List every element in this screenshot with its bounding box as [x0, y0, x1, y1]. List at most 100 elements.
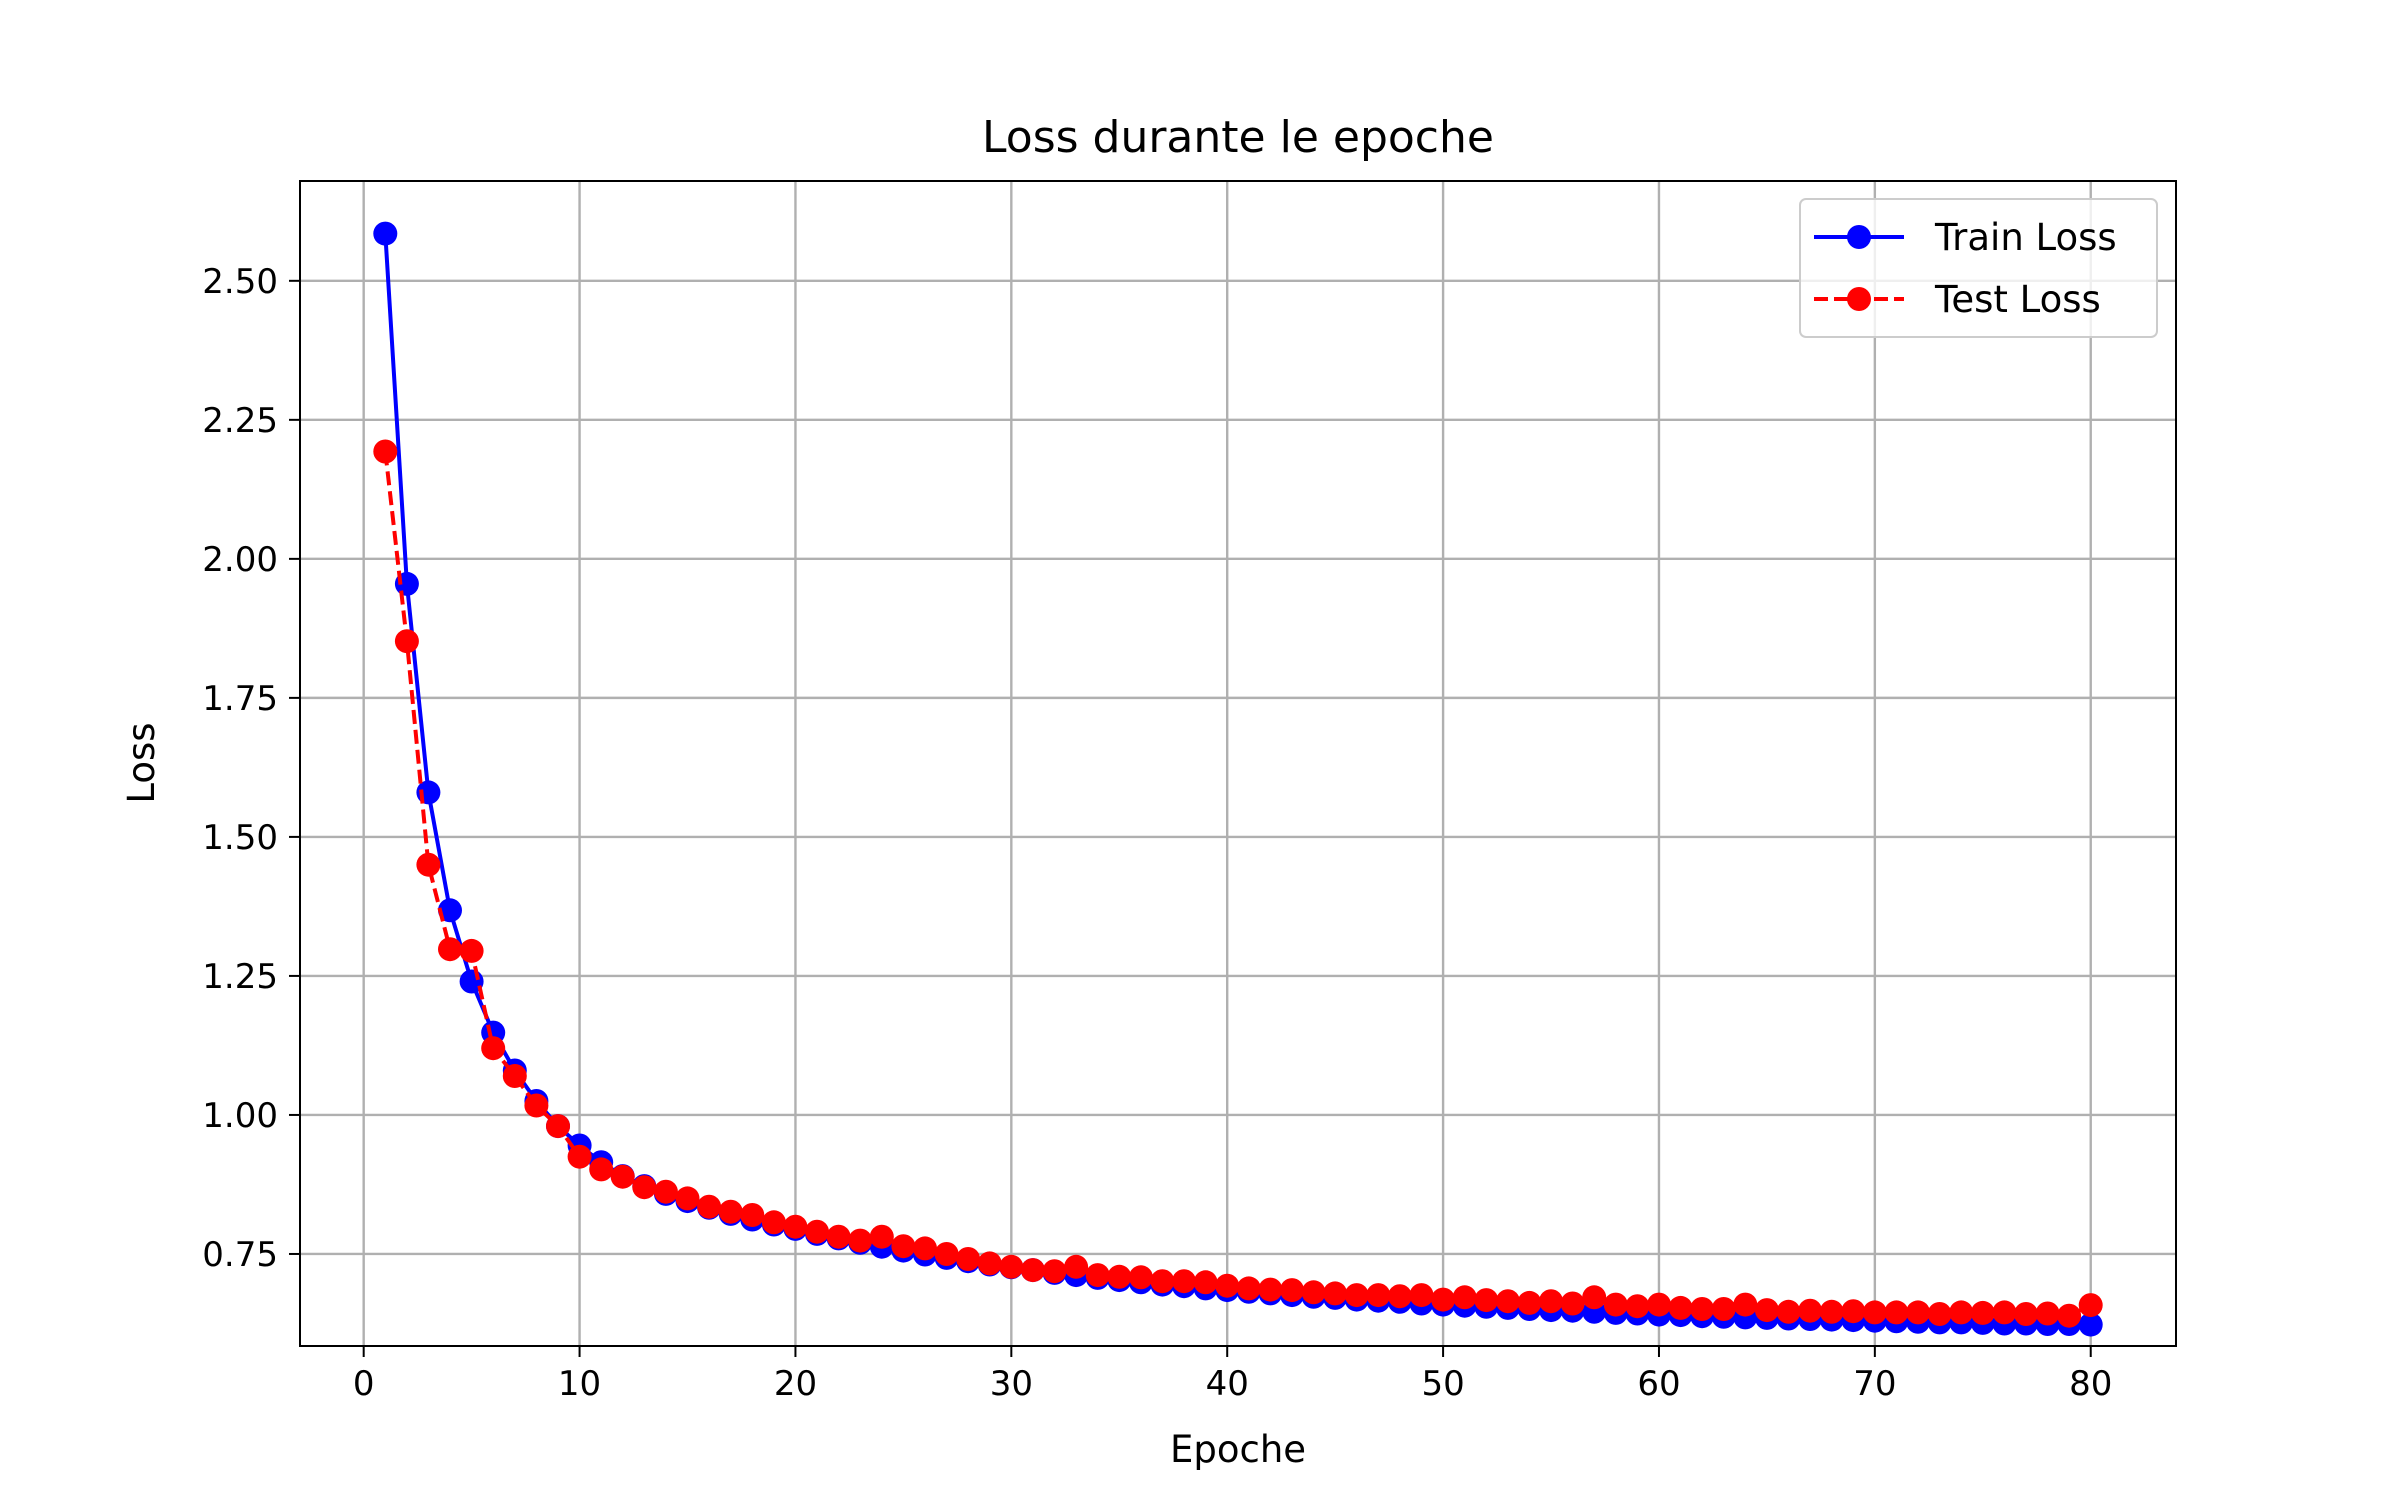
test-loss-point — [2078, 1293, 2103, 1318]
test-loss-point — [1603, 1292, 1628, 1317]
test-loss-point — [1668, 1295, 1693, 1320]
test-loss-point — [1387, 1284, 1412, 1309]
test-loss-point — [1539, 1289, 1563, 1314]
test-loss-point — [1754, 1298, 1779, 1323]
test-loss-point — [869, 1224, 894, 1249]
x-tick-label: 60 — [1637, 1364, 1680, 1404]
test-loss-point — [2057, 1303, 2082, 1328]
x-tick-label: 30 — [990, 1364, 1033, 1404]
x-axis-label: Epoche — [1170, 1428, 1306, 1471]
test-loss-point — [1495, 1289, 1520, 1314]
test-loss-point — [1409, 1283, 1434, 1308]
test-loss-point — [1625, 1294, 1650, 1319]
y-tick-label: 1.50 — [202, 818, 278, 858]
legend-test-label: Test Loss — [1934, 278, 2101, 321]
test-loss-point — [589, 1157, 614, 1182]
test-loss-point — [956, 1247, 981, 1271]
series-layer — [373, 221, 2103, 1337]
test-loss-point — [913, 1236, 937, 1261]
test-loss-point — [1819, 1299, 1844, 1324]
test-loss-point — [610, 1164, 635, 1189]
legend-train-marker — [1847, 225, 1871, 249]
y-tick-label: 1.75 — [202, 679, 278, 719]
test-loss-point — [1884, 1300, 1909, 1325]
y-tick-label: 0.75 — [202, 1235, 278, 1275]
legend-train-label: Train Loss — [1934, 216, 2117, 259]
train-loss-point — [373, 221, 398, 246]
test-loss-point — [1150, 1269, 1175, 1294]
test-loss-point — [1798, 1298, 1823, 1323]
test-loss-point — [826, 1224, 851, 1249]
chart-title: Loss durante le epoche — [982, 112, 1494, 163]
test-loss-point — [761, 1210, 786, 1235]
test-loss-point — [1906, 1300, 1930, 1325]
test-loss-point — [416, 852, 441, 877]
test-loss-point — [934, 1242, 959, 1266]
y-tick-label: 1.00 — [202, 1096, 278, 1136]
test-loss-point — [1711, 1297, 1736, 1321]
legend: Train Loss Test Loss — [1799, 198, 2158, 338]
test-loss-point — [805, 1219, 829, 1244]
y-tick-label: 2.25 — [202, 401, 278, 441]
test-loss-point — [2014, 1302, 2038, 1326]
x-tick-label: 10 — [558, 1364, 601, 1404]
test-loss-point — [1323, 1281, 1348, 1306]
test-loss-point — [373, 439, 398, 464]
test-loss-point — [1431, 1287, 1456, 1312]
test-loss-point — [1927, 1302, 1952, 1326]
test-loss-point — [1301, 1280, 1326, 1305]
test-loss-point — [502, 1064, 527, 1088]
test-loss-point — [1020, 1258, 1045, 1283]
test-loss-point — [1582, 1285, 1607, 1310]
x-tick-label: 80 — [2069, 1364, 2112, 1404]
test-loss-point — [977, 1251, 1002, 1276]
test-loss-point — [1970, 1300, 1995, 1325]
test-loss-point — [1992, 1300, 2017, 1325]
train-loss-point — [438, 898, 462, 923]
x-tick-label: 40 — [1206, 1364, 1249, 1404]
test-loss-point — [1949, 1300, 1974, 1325]
x-tick-label: 70 — [1853, 1364, 1896, 1404]
test-loss-point — [848, 1228, 873, 1253]
test-loss-point — [1258, 1277, 1283, 1302]
grid-lines — [300, 181, 2176, 1346]
test-loss-point — [675, 1186, 700, 1211]
test-loss-point — [697, 1194, 722, 1219]
x-tick-label: 50 — [1421, 1364, 1464, 1404]
test-loss-point — [546, 1114, 570, 1139]
test-loss-point — [999, 1254, 1024, 1279]
test-loss-point — [632, 1175, 657, 1200]
test-loss-point — [438, 937, 462, 962]
axis-ticks: 0 10 20 30 40 50 60 70 80 0.75 1.00 1.25 1.50 1.75 2.0… — [202, 262, 2112, 1404]
test-loss-point — [1280, 1278, 1304, 1303]
test-loss-point — [1042, 1259, 1067, 1284]
test-loss-point — [481, 1036, 506, 1061]
test-loss-point — [1128, 1265, 1153, 1290]
test-loss-point — [1733, 1292, 1758, 1317]
test-loss-point — [1690, 1297, 1715, 1321]
test-loss-point — [2035, 1301, 2060, 1326]
test-loss-point — [394, 629, 419, 654]
test-loss-point — [1776, 1299, 1801, 1324]
x-tick-label: 0 — [353, 1364, 375, 1404]
test-loss-point — [567, 1144, 592, 1169]
legend-box — [1799, 198, 2158, 338]
test-loss-point — [1193, 1270, 1218, 1295]
test-loss-point — [1862, 1300, 1887, 1325]
y-tick-label: 2.00 — [202, 540, 278, 580]
x-tick-label: 20 — [774, 1364, 817, 1404]
test-loss-point — [1064, 1254, 1089, 1279]
y-tick-label: 1.25 — [202, 957, 278, 997]
test-loss-point — [1107, 1264, 1132, 1289]
test-loss-point — [459, 938, 484, 963]
test-loss-point — [1841, 1299, 1866, 1324]
test-loss-point — [1517, 1290, 1542, 1315]
test-loss-point — [891, 1234, 916, 1259]
y-axis-label: Loss — [120, 722, 163, 803]
test-loss-point — [653, 1179, 678, 1204]
test-loss-point — [1172, 1269, 1196, 1294]
test-loss-point — [1085, 1263, 1110, 1288]
y-tick-label: 2.50 — [202, 262, 278, 302]
test-loss-point — [524, 1093, 549, 1118]
